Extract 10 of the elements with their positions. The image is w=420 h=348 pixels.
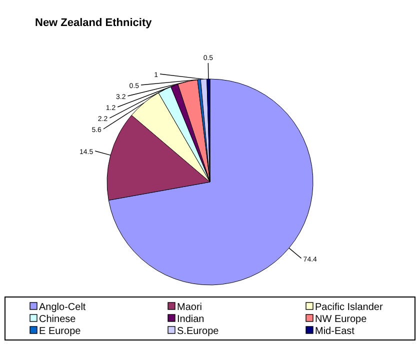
legend-label: E Europe bbox=[39, 326, 82, 337]
chart-title: New Zealand Ethnicity bbox=[35, 17, 153, 29]
legend-label: Mid-East bbox=[315, 326, 355, 337]
legend-label: Indian bbox=[177, 314, 204, 325]
legend-label: NW Europe bbox=[315, 314, 368, 325]
legend-label: S.Europe bbox=[177, 326, 220, 337]
legend-label: Anglo-Celt bbox=[39, 302, 86, 313]
legend-label: Chinese bbox=[39, 314, 76, 325]
legend-label: Maori bbox=[177, 302, 202, 313]
legend-label: Pacific Islander bbox=[315, 302, 384, 313]
